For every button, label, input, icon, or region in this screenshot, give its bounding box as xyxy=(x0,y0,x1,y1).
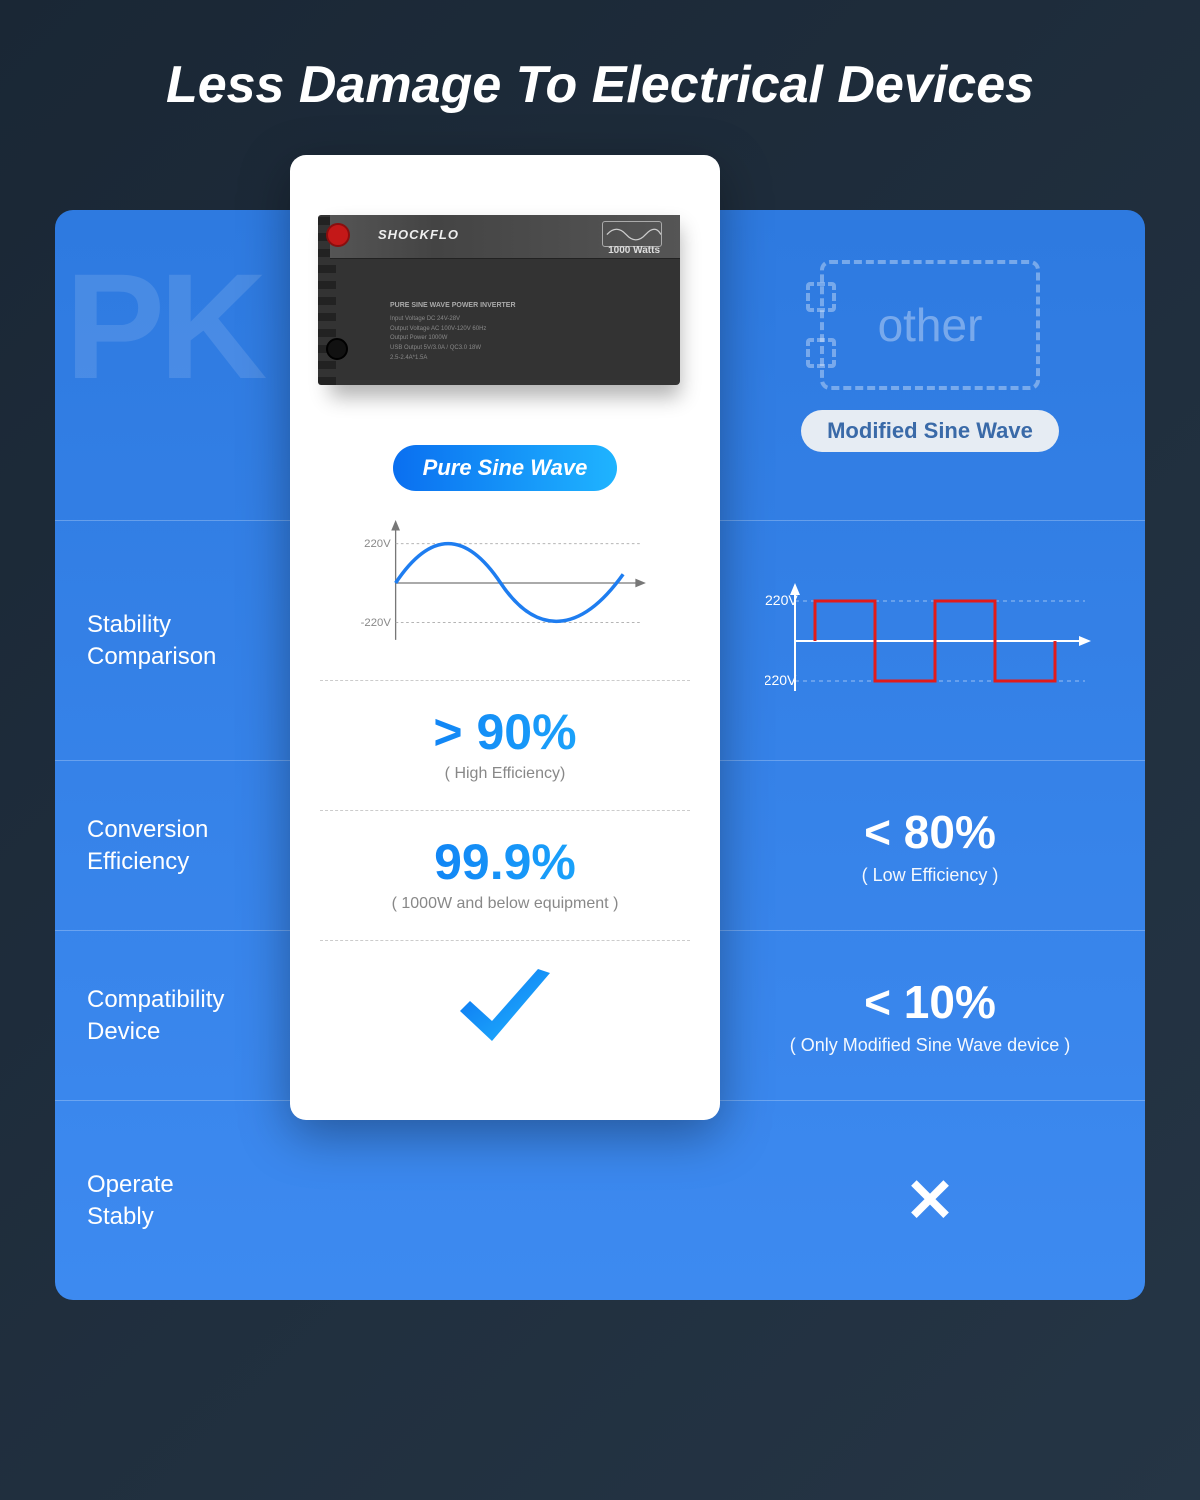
svg-text:220V: 220V xyxy=(364,538,391,550)
val-compat-left: 99.9% xyxy=(320,833,690,891)
sub-conversion-right: ( Low Efficiency ) xyxy=(862,865,999,886)
terminal-red-icon xyxy=(326,223,350,247)
sub-compat-right: ( Only Modified Sine Wave device ) xyxy=(790,1035,1070,1056)
operate-left xyxy=(320,940,690,1090)
sub-compat-left: ( 1000W and below equipment ) xyxy=(320,895,690,913)
sub-conversion-left: ( High Efficiency) xyxy=(320,765,690,783)
compat-left: 99.9% ( 1000W and below equipment ) xyxy=(320,810,690,940)
check-icon xyxy=(450,963,560,1053)
label-stability: Stability Comparison xyxy=(55,521,295,760)
label-conversion: Conversion Efficiency xyxy=(55,761,295,930)
terminal-black-icon xyxy=(326,338,348,360)
product-brand: SHOCKFLO xyxy=(378,227,459,242)
square-wave-chart: 220V -220V xyxy=(765,571,1095,711)
x-icon: ✕ xyxy=(905,1166,955,1236)
val-compat-right: < 10% xyxy=(864,975,996,1029)
product-image: SHOCKFLO 1000 Watts PURE SINE WAVE POWER… xyxy=(290,155,720,445)
svg-text:-220V: -220V xyxy=(361,617,392,629)
page-title: Less Damage To Electrical Devices xyxy=(0,0,1200,155)
featured-column: SHOCKFLO 1000 Watts PURE SINE WAVE POWER… xyxy=(290,155,720,1120)
other-placeholder-icon: other xyxy=(820,260,1040,390)
bg-text-pk: PK xyxy=(65,240,261,413)
val-conversion-left: > 90% xyxy=(320,703,690,761)
svg-text:220V: 220V xyxy=(765,592,798,608)
label-operate: Operate Stably xyxy=(55,1101,295,1300)
conversion-left: > 90% ( High Efficiency) xyxy=(320,680,690,810)
label-compat: Compatibility Device xyxy=(55,931,295,1100)
sine-logo-icon xyxy=(602,221,662,247)
product-specs: PURE SINE WAVE POWER INVERTERInput Volta… xyxy=(390,300,516,363)
pure-wave-badge: Pure Sine Wave xyxy=(393,445,618,491)
product-watt: 1000 Watts xyxy=(608,245,660,256)
row-operate: Operate Stably ✕ xyxy=(55,1100,1145,1300)
sine-wave-chart: 220V -220V xyxy=(320,507,690,680)
svg-text:-220V: -220V xyxy=(765,672,797,688)
val-conversion-right: < 80% xyxy=(864,805,996,859)
modified-wave-badge: Modified Sine Wave xyxy=(801,410,1059,452)
